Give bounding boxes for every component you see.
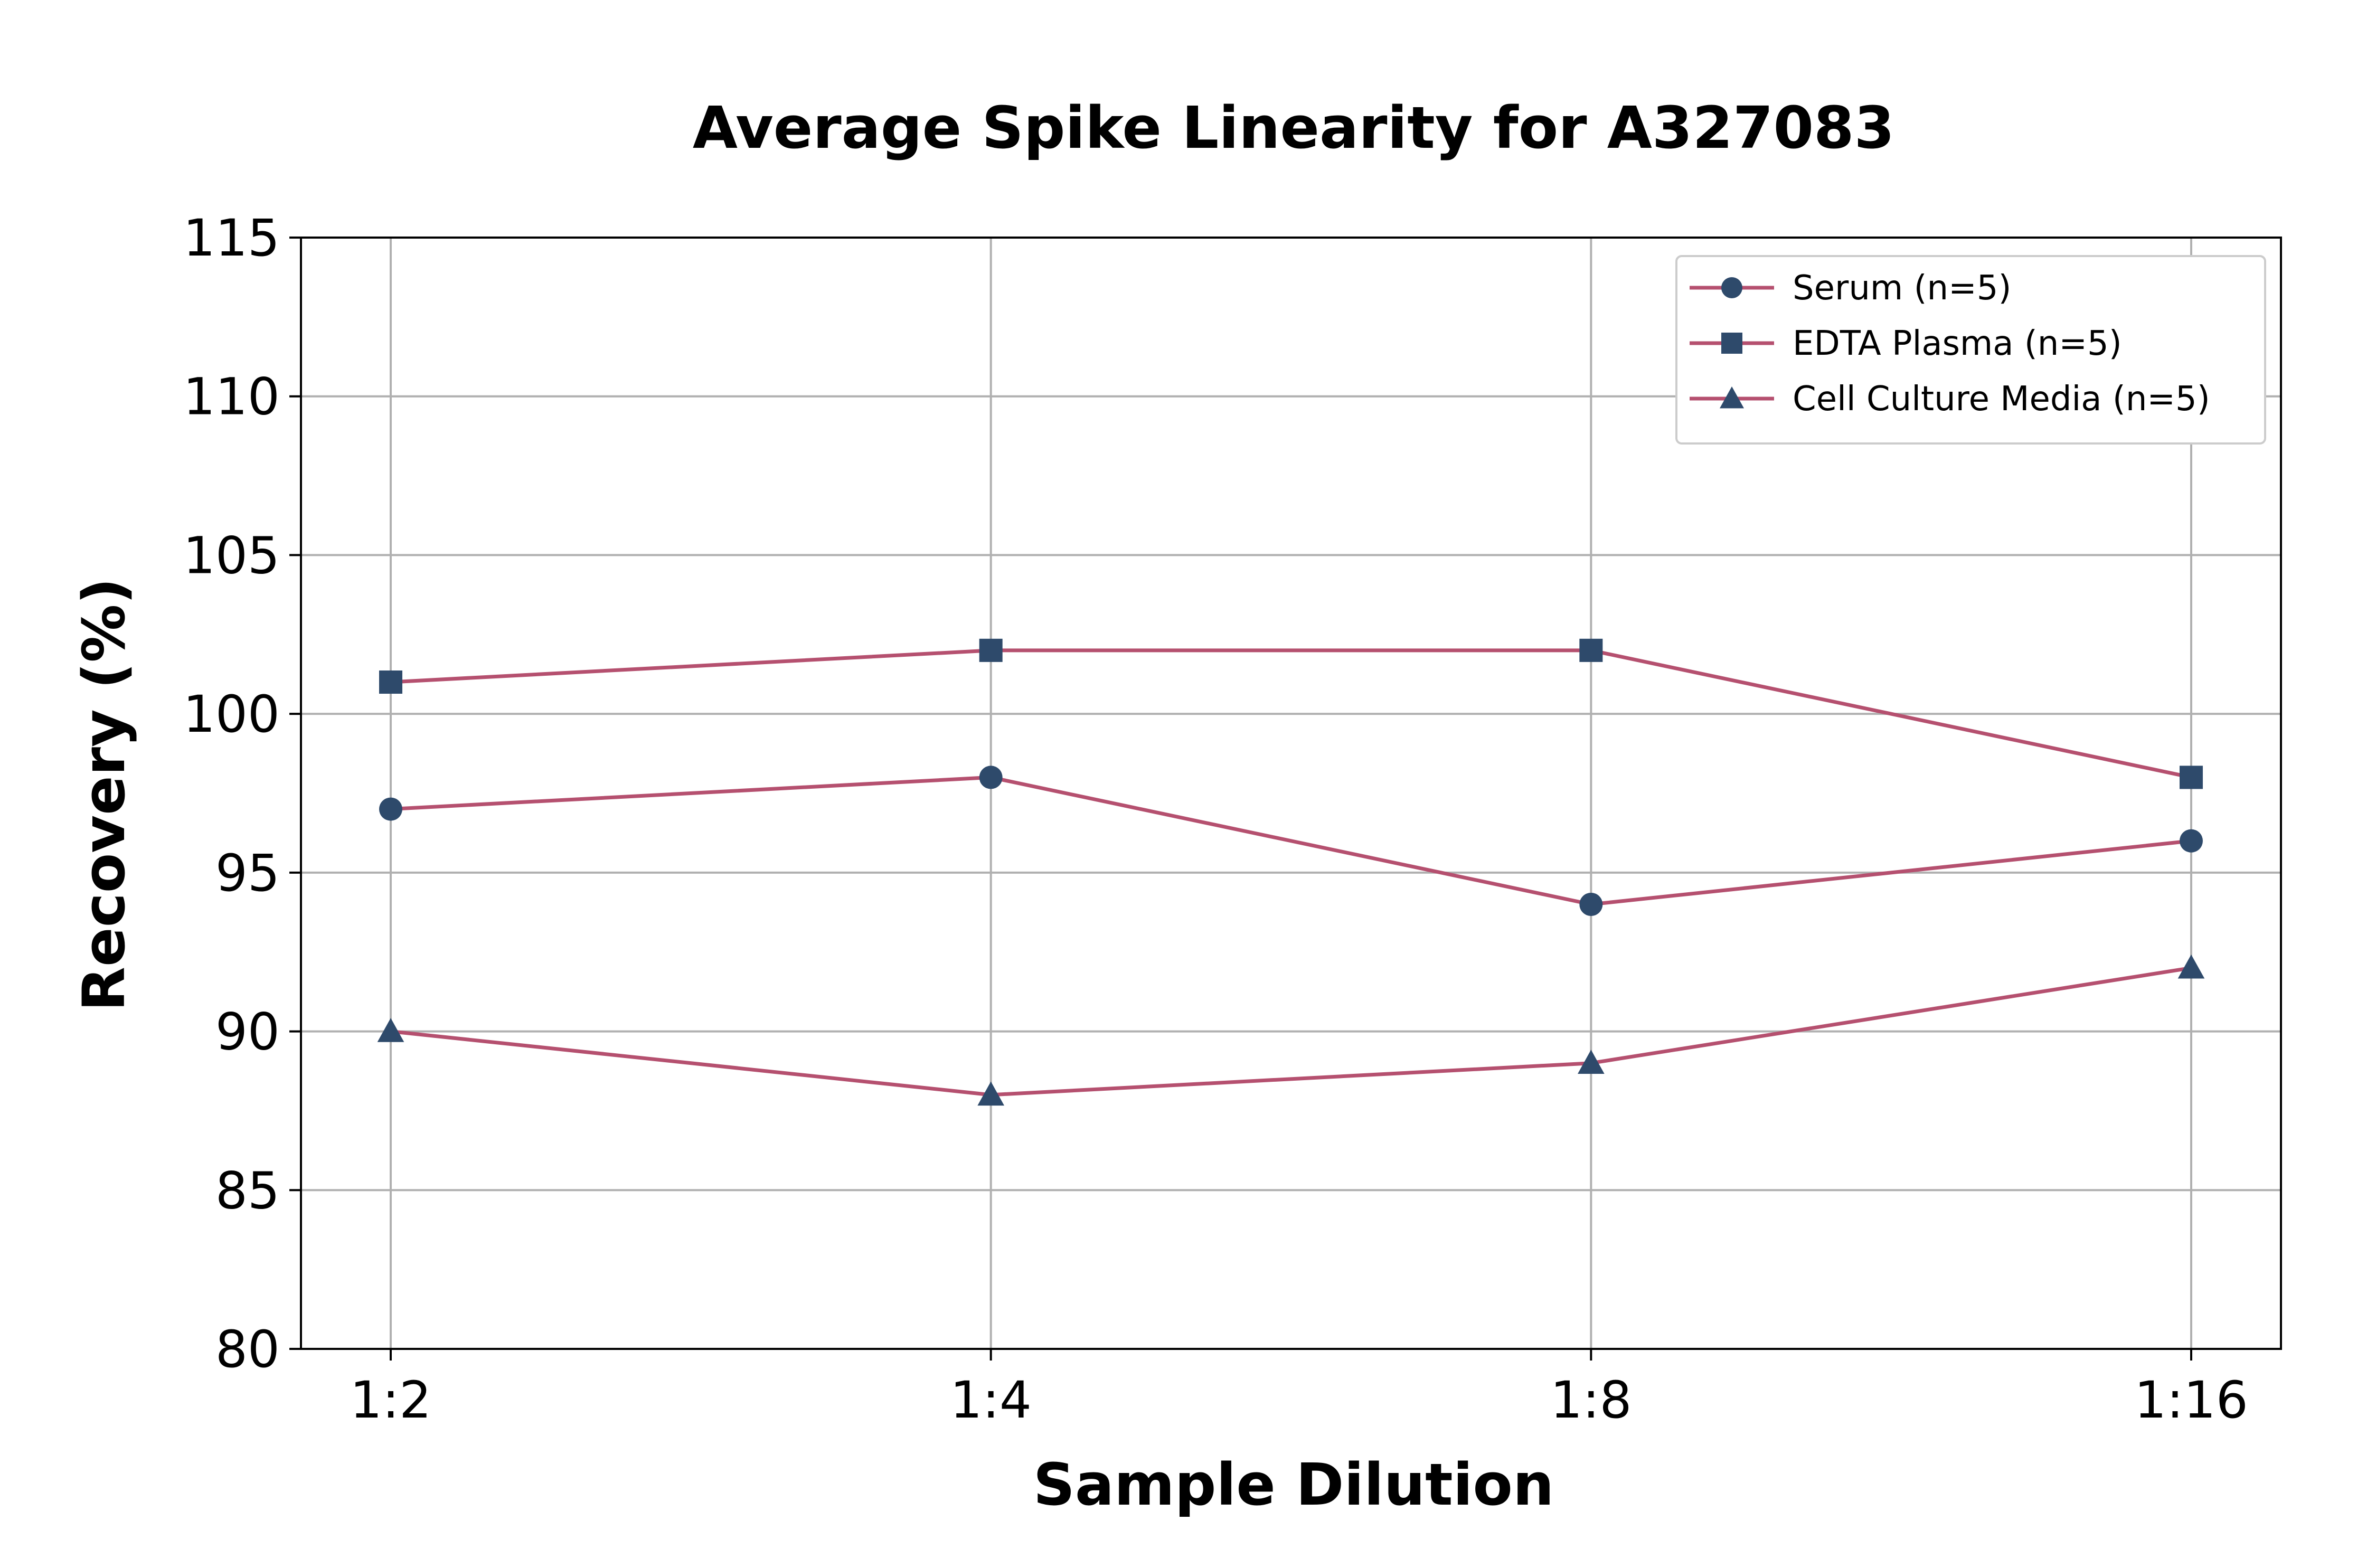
legend-marker (1720, 386, 1744, 409)
series-layer (377, 638, 2205, 1106)
x-tick-label: 1:2 (350, 1371, 432, 1430)
x-tick-label: 1:4 (950, 1371, 1032, 1430)
y-tick-label: 100 (183, 685, 280, 744)
y-tick-label: 90 (215, 1003, 280, 1062)
series-line (390, 648, 2192, 779)
x-axis-label: Sample Dilution (1033, 1451, 1554, 1518)
y-tick-label: 95 (215, 844, 280, 903)
legend-marker (1721, 277, 1742, 298)
y-axis-label: Recovery (%) (70, 578, 138, 1011)
legend: Serum (n=5) EDTA Plasma (n=5) Cell Culture… (1675, 255, 2266, 445)
series-line (390, 966, 2192, 1097)
axis-ticks: 80 85 90 95 100 105 110 115 1:2 1:4 1:8 1:16 (183, 209, 2248, 1430)
series-0 (379, 766, 2203, 916)
data-point (1578, 1050, 1605, 1074)
legend-label: Serum (n=5) (1793, 269, 2011, 308)
y-tick-label: 105 (183, 526, 280, 585)
plot-frame (300, 237, 2282, 1350)
x-tick-label: 1:16 (2134, 1371, 2248, 1430)
data-point (979, 638, 1003, 662)
data-point (379, 670, 402, 694)
x-tick-label: 1:8 (1550, 1371, 1632, 1430)
data-point (2180, 829, 2203, 853)
data-point (1579, 638, 1603, 662)
legend-label: EDTA Plasma (n=5) (1793, 324, 2122, 363)
legend-box (1675, 255, 2266, 445)
y-tick-label: 115 (183, 209, 280, 268)
y-tick-label: 80 (215, 1320, 280, 1379)
data-point (1579, 893, 1603, 916)
series-line (390, 775, 2192, 906)
chart-title: Average Spike Linearity for A327083 (693, 94, 1894, 162)
y-tick-label: 85 (215, 1161, 280, 1220)
legend-marker (1721, 333, 1742, 354)
series-2 (377, 954, 2205, 1106)
series-1 (379, 638, 2203, 789)
data-point (977, 1081, 1004, 1106)
legend-label: Cell Culture Media (n=5) (1793, 380, 2210, 419)
y-tick-label: 110 (183, 367, 280, 427)
data-point (377, 1018, 404, 1042)
data-point (979, 766, 1003, 789)
data-point (2180, 766, 2203, 789)
data-point (2177, 954, 2205, 979)
data-point (379, 797, 402, 821)
